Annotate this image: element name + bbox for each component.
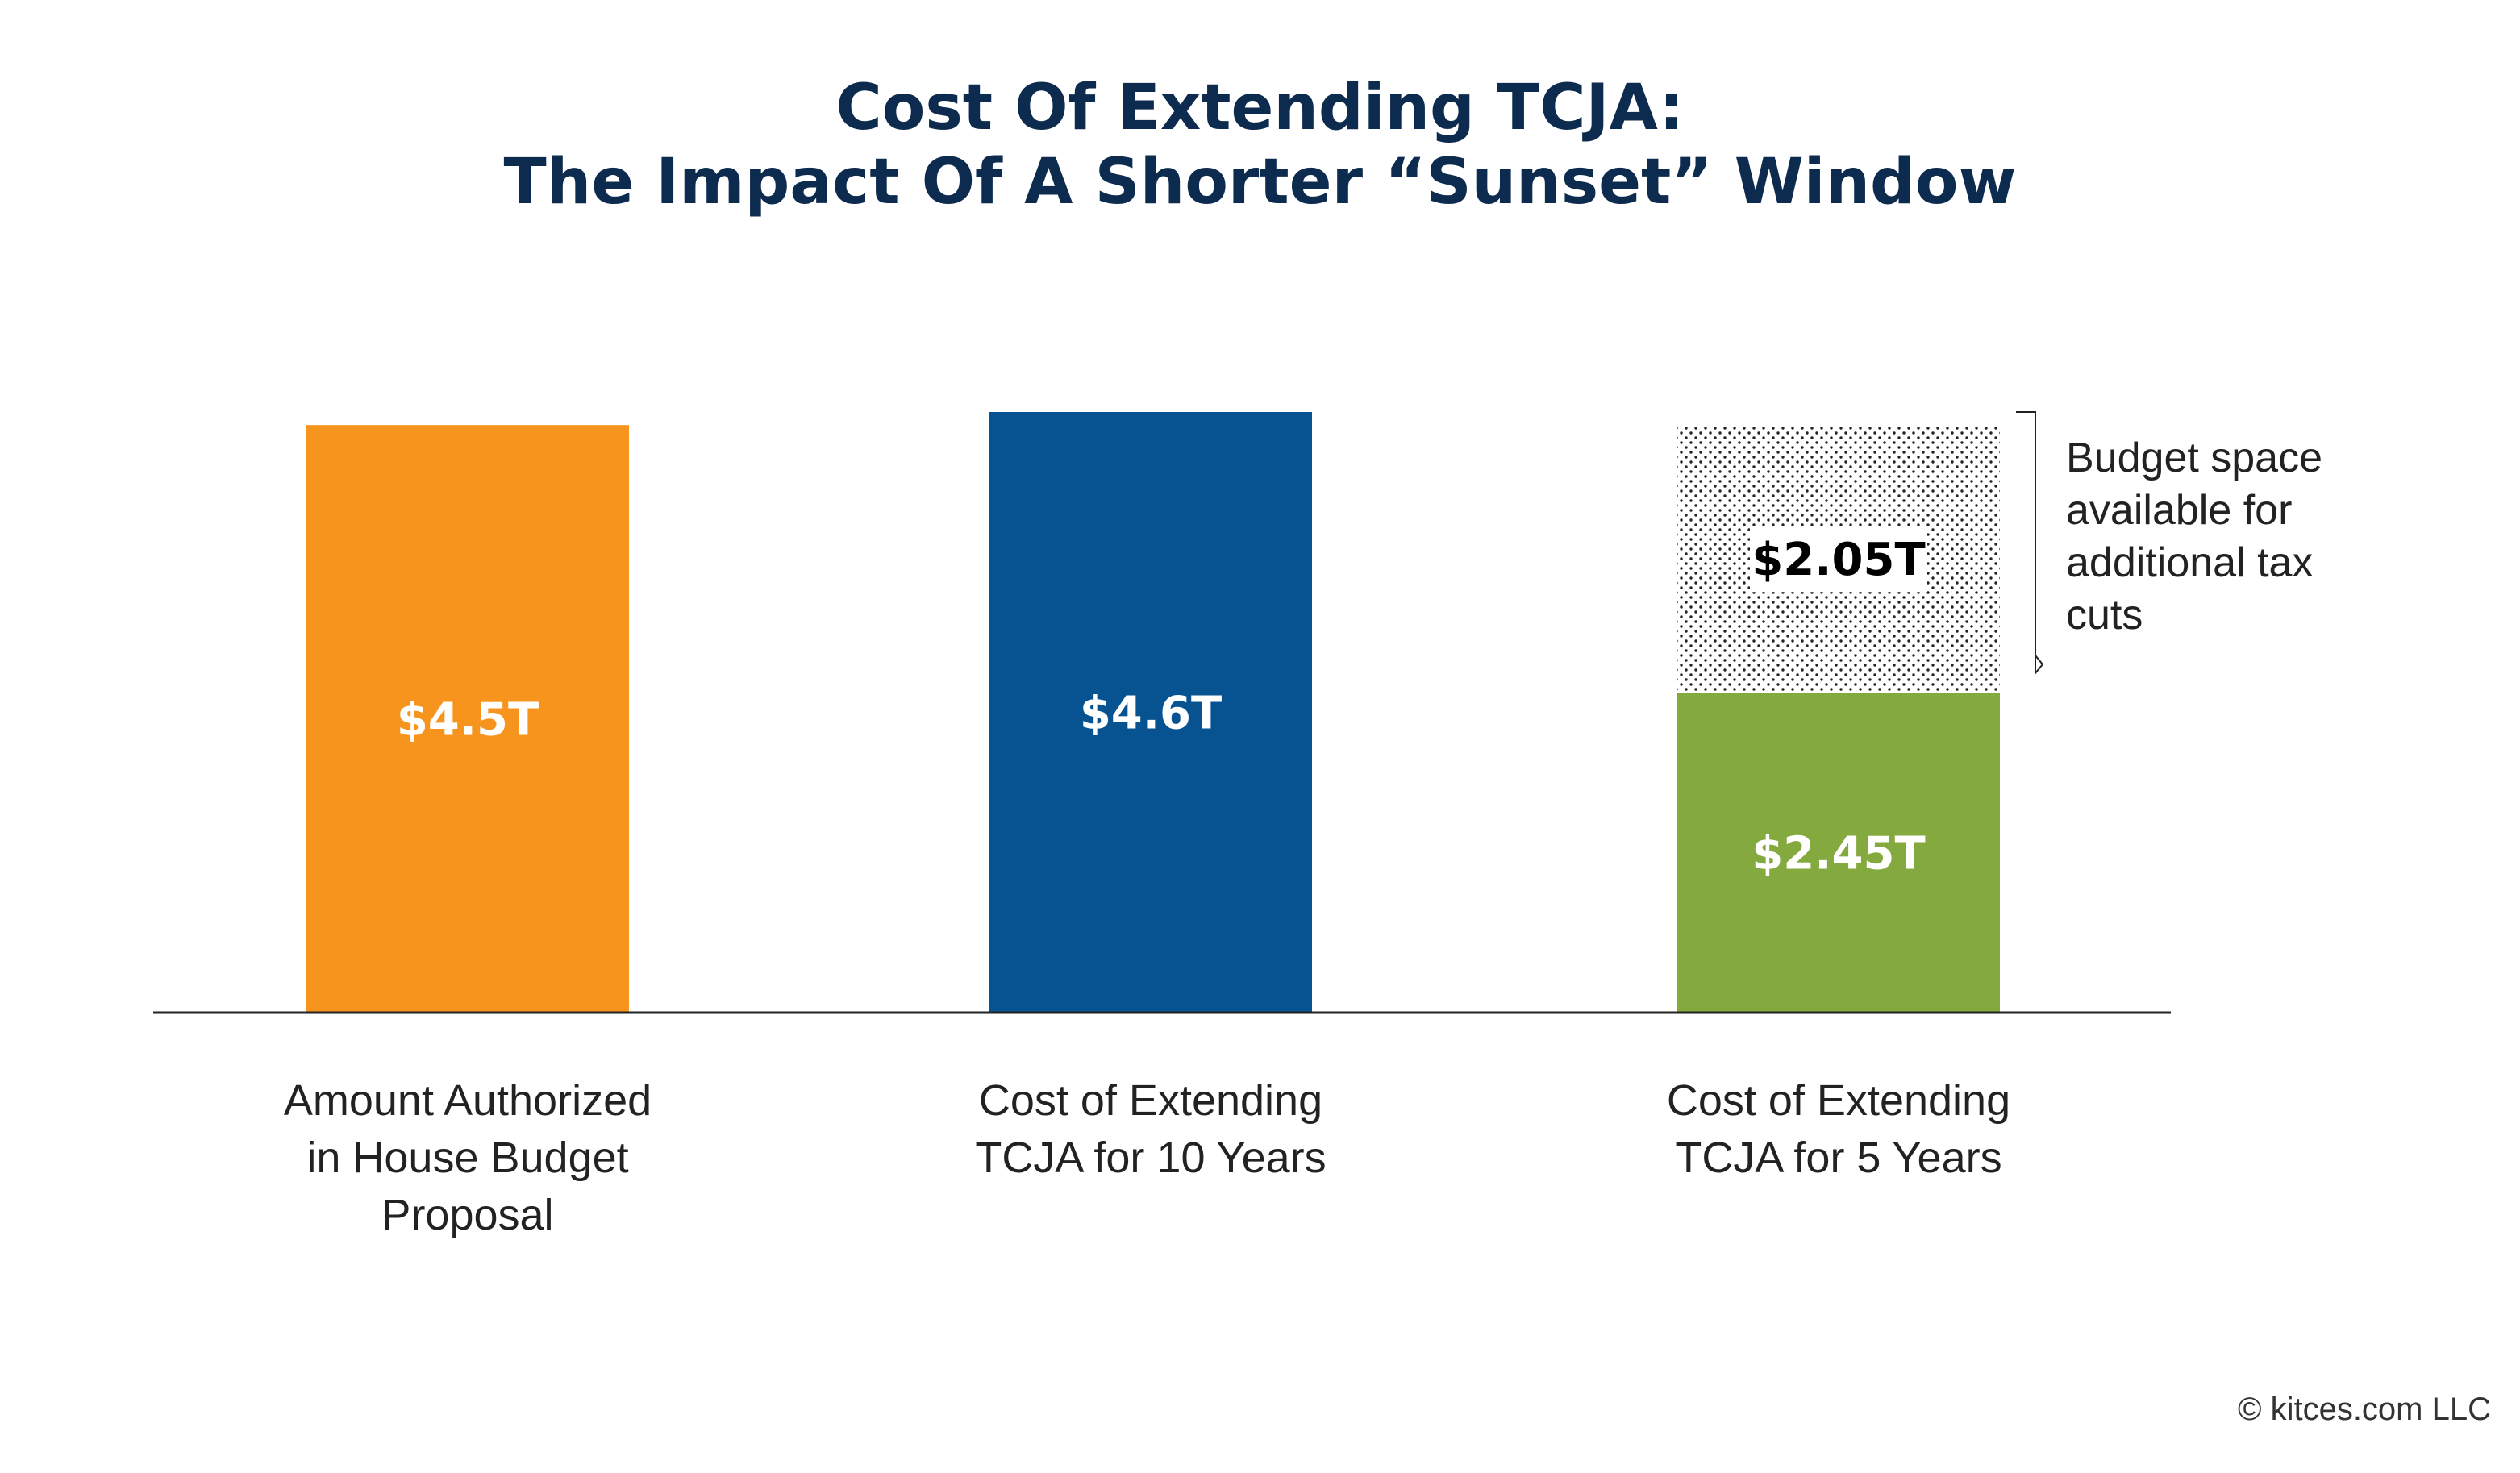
bar-0 xyxy=(306,425,629,1013)
stack-label-background xyxy=(1750,526,1927,593)
bar-value-label: $4.6T xyxy=(1080,688,1222,740)
bar-1 xyxy=(989,412,1312,1013)
chart-subtitle: The Impact Of A Shorter “Sunset” Window xyxy=(503,146,2017,218)
x-tick-label: Cost of Extending TCJA for 10 Years xyxy=(828,1072,1473,1187)
chart-title-line-1: Cost Of Extending TCJA: xyxy=(835,72,1685,144)
copyright: © kitces.com LLC xyxy=(2237,1392,2491,1427)
x-tick-label-line: Proposal xyxy=(381,1191,554,1239)
annotation-line: additional tax xyxy=(2066,539,2314,586)
x-tick-label-line: Amount Authorized xyxy=(283,1076,652,1125)
bar-2 xyxy=(1677,693,2000,1013)
annotation-text: Budget space available for additional ta… xyxy=(2066,432,2469,642)
annotation-line: available for xyxy=(2066,487,2293,534)
annotation-line: Budget space xyxy=(2066,435,2323,481)
x-tick-label-line: in House Budget xyxy=(306,1134,629,1182)
x-tick-label-line: Cost of Extending xyxy=(1666,1076,2011,1125)
x-tick-label-line: Cost of Extending xyxy=(978,1076,1323,1125)
x-tick-label-line: TCJA for 10 Years xyxy=(975,1134,1327,1182)
stack-value-label: $2.05T xyxy=(1752,534,1925,586)
x-tick-label-line: TCJA for 5 Years xyxy=(1675,1134,2002,1182)
bar-value-label: $2.45T xyxy=(1752,828,1925,880)
x-tick-label: Cost of Extending TCJA for 5 Years xyxy=(1516,1072,2161,1187)
annotation-line: cuts xyxy=(2066,592,2143,639)
x-tick-label: Amount Authorized in House Budget Proposal xyxy=(145,1072,790,1244)
bar-value-label: $4.5T xyxy=(397,694,539,747)
annotation-bracket xyxy=(2016,411,2044,676)
